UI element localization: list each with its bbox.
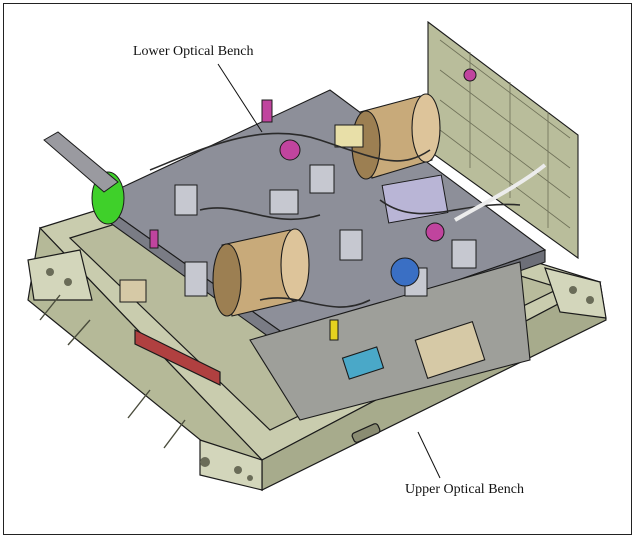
fiber-tube xyxy=(43,131,119,193)
magenta-lens-2 xyxy=(425,222,445,242)
bolt-holes xyxy=(46,268,594,481)
under-deck xyxy=(249,261,531,421)
box-component xyxy=(414,321,486,379)
magenta-mount xyxy=(261,99,273,123)
figure-border xyxy=(3,3,632,535)
corner-pad-front xyxy=(199,439,263,491)
cylinder-front xyxy=(212,228,310,317)
lower-optical-bench-label: Lower Optical Bench xyxy=(133,44,254,59)
cylinders xyxy=(212,93,441,317)
side-ribs xyxy=(39,294,186,449)
magenta-lens-3 xyxy=(463,68,477,82)
corner-pad-left xyxy=(27,249,93,301)
back-panel-grid xyxy=(439,39,571,229)
blue-mount xyxy=(390,257,420,287)
connector-slot xyxy=(351,423,381,443)
white-cable xyxy=(454,163,547,222)
magenta-lens-1 xyxy=(279,139,301,161)
magenta-mount-2 xyxy=(149,229,159,249)
cables xyxy=(149,132,521,308)
cyan-component xyxy=(341,346,385,380)
yellow-part xyxy=(329,319,339,341)
lower-bench-leader xyxy=(217,63,263,133)
upper-bench-leader xyxy=(417,431,441,479)
accents xyxy=(43,68,477,341)
red-strip xyxy=(134,329,221,386)
upper-optical-bench-label: Upper Optical Bench xyxy=(405,482,524,497)
